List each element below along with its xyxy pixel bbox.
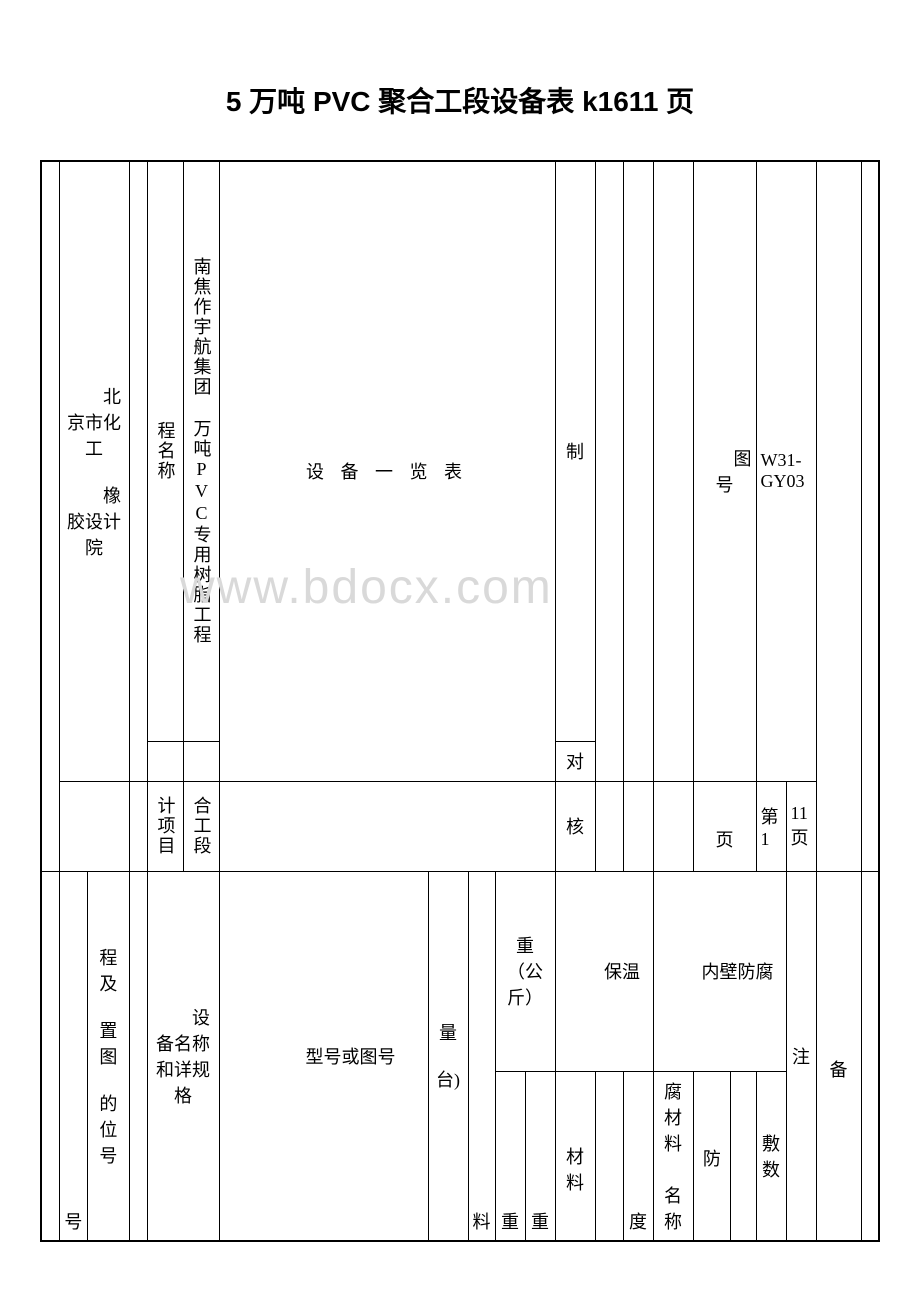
table-main-title: 设 备 一 览 表 xyxy=(219,161,555,781)
col-anticorr-material: 腐材料 名称 xyxy=(664,1082,682,1232)
col-weight-1: 重 xyxy=(495,1071,525,1241)
main-table: 北京市化工 橡胶设计院 程名称 南焦作宇航集团 万吨PVC专用树脂工程 设 备 … xyxy=(40,160,880,1242)
col-model: 型号或图号 xyxy=(252,1047,396,1067)
col-insulation-thickness: 度 xyxy=(623,1071,653,1241)
col-equipment-name: 设备名称和详规格 xyxy=(156,1008,210,1106)
col-material: 料 xyxy=(468,871,495,1241)
project-name-label: 程名称 xyxy=(147,161,183,741)
col-position: 程及置图的位号 xyxy=(99,948,117,1166)
page-title: 5 万吨 PVC 聚合工段设备表 k1611 页 xyxy=(40,80,880,120)
col-anticorr-layers: 敷数 xyxy=(762,1134,780,1180)
col-insulation-header: 保温 xyxy=(568,962,640,982)
col-number: 号 xyxy=(59,871,88,1241)
page-current: 第 1 xyxy=(756,781,786,871)
approve-row-3: 核 xyxy=(555,781,595,871)
design-item-blank xyxy=(183,741,219,781)
col-anticorr-protect: 防 xyxy=(703,1123,721,1169)
col-quantity: 量台) xyxy=(436,1023,460,1090)
col-weight-2: 重 xyxy=(525,1071,555,1241)
col-note: 注 xyxy=(786,871,816,1241)
col-anticorrosion-header: 内壁防腐 xyxy=(666,962,774,982)
col-weight-header: 重（公斤） xyxy=(507,936,543,1008)
project-name-value: 南焦作宇航集团 万吨PVC专用树脂工程 xyxy=(183,161,219,741)
page-total: 11页 xyxy=(786,781,816,871)
design-item-label xyxy=(147,741,183,781)
col-insulation-material: 材料 xyxy=(566,1121,584,1193)
approve-row-1: 制 xyxy=(555,161,595,741)
institute-text: 北京市化工 橡胶设计院 xyxy=(67,387,121,558)
approve-row-2: 对 xyxy=(555,741,595,781)
design-item-value: 合工段 xyxy=(183,781,219,871)
drawing-number: W31-GY03 xyxy=(756,161,816,781)
design-item-label2: 计项目 xyxy=(147,781,183,871)
